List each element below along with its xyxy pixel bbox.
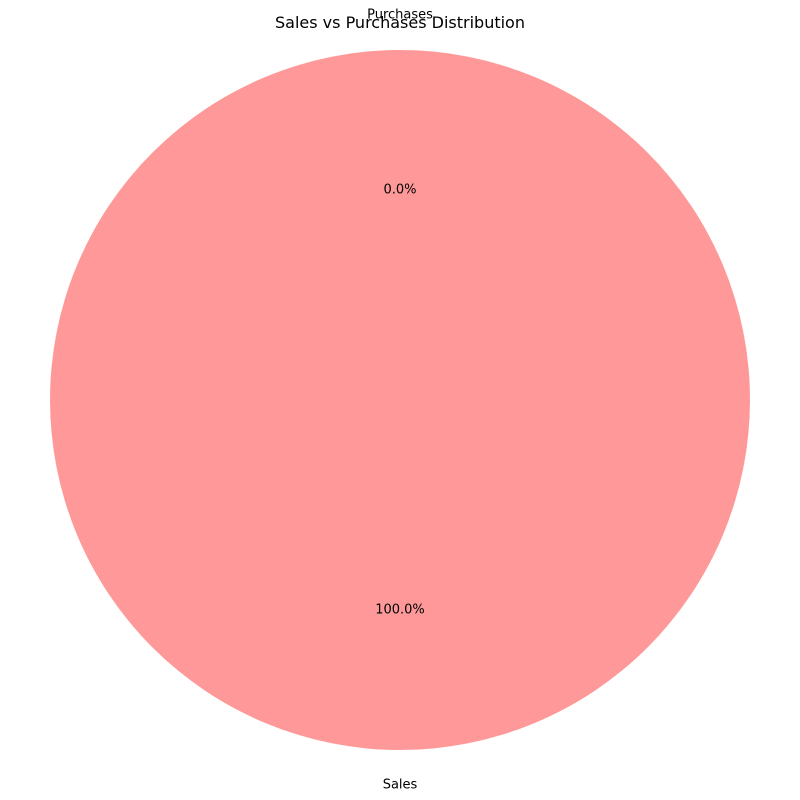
pie-slice-sales (50, 50, 750, 750)
slice-percent-purchases: 0.0% (383, 183, 416, 198)
slice-label-purchases: Purchases (367, 8, 433, 23)
pie-slices (50, 50, 750, 750)
pie-labels: Sales 100.0% Purchases 0.0% (367, 8, 433, 793)
chart-title: Sales vs Purchases Distribution (275, 13, 525, 32)
slice-label-sales: Sales (383, 778, 418, 793)
slice-percent-sales: 100.0% (375, 603, 425, 618)
